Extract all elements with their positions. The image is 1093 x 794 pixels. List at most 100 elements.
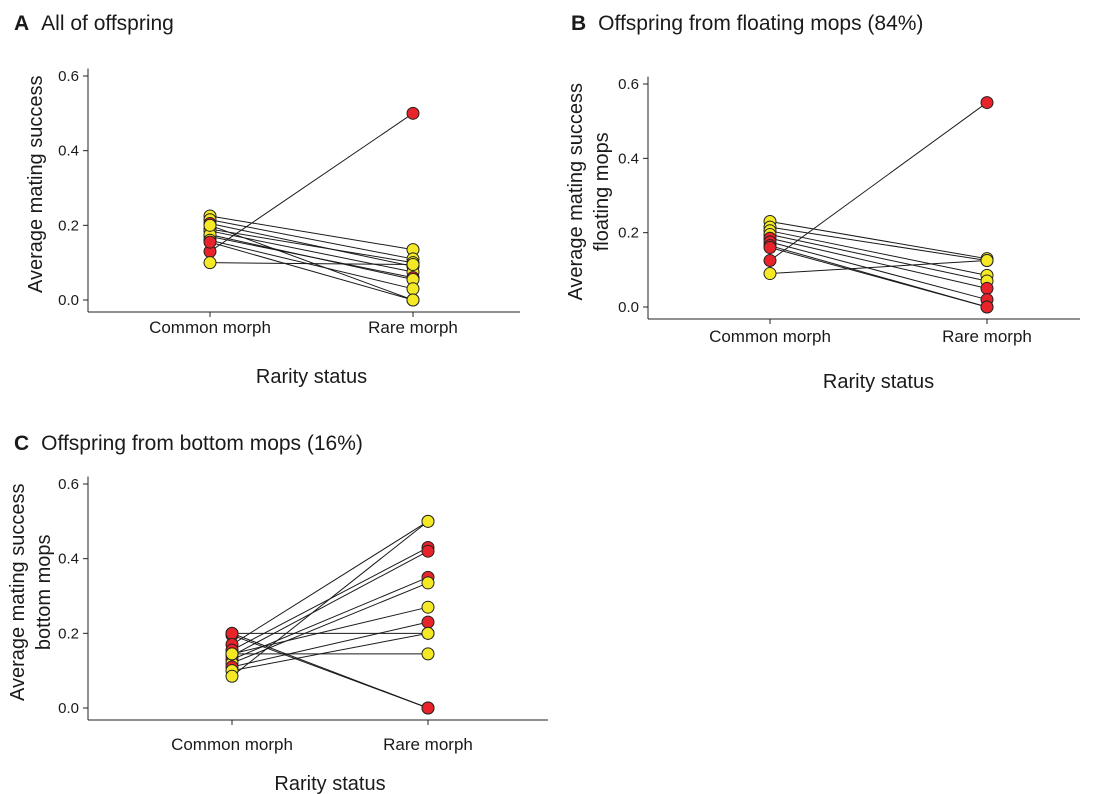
data-point [203,235,217,249]
x-tick-label: Rare morph [383,735,473,754]
data-point [421,615,435,629]
panel-c-letter: C [14,432,30,455]
y-tick-label: 0.0 [58,292,79,309]
y-tick-label: 0.0 [58,700,79,717]
data-points [763,96,994,314]
panel-b-title-text: Offspring from floating mops (84%) [598,12,924,35]
series-line [209,222,414,267]
y-axis-label: Average mating success [565,83,587,301]
y-tick-label: 0.0 [618,299,639,316]
data-point [421,576,435,590]
axes: 0.0 0.2 0.4 0.6 Common morph Rare morph [58,68,520,337]
series-line [769,102,988,261]
series-lines [231,520,429,709]
chart-c: 0.0 0.2 0.4 0.6 Common morph Rare morph Rarity… [7,476,548,794]
panel-c-title: C Offspring from bottom mops (16%) [14,432,363,456]
series-line [209,112,414,252]
series-line [769,226,988,262]
series-line [209,230,414,273]
series-line [209,241,414,301]
y-tick-label: 0.4 [58,551,79,568]
data-point [203,256,217,270]
data-point [406,293,420,307]
series-line [209,228,414,264]
axes: 0.0 0.2 0.4 0.6 Common morph Rare morph [58,476,548,754]
x-tick-label: Common morph [709,327,831,346]
y-tick-label: 0.6 [58,68,79,85]
series-line [231,621,429,668]
data-point [980,281,994,295]
data-point [763,267,777,281]
data-points [225,514,435,715]
chart-a: 0.0 0.2 0.4 0.6 Common morph Rare morph Rarity… [25,68,520,388]
y-tick-label: 0.2 [618,225,639,242]
series-line [209,262,414,266]
data-point [406,106,420,120]
series-line [769,247,988,308]
y-tick-label: 0.2 [58,625,79,642]
series-line [769,241,988,301]
y-tick-label: 0.6 [58,476,79,493]
data-point [763,254,777,268]
data-point [980,300,994,314]
series-line [209,234,414,280]
data-point [225,647,239,661]
data-point [225,626,239,640]
panel-a-title: A All of offspring [14,12,174,36]
series-line [769,237,988,289]
y-axis-label: bottom mops [33,534,55,650]
series-lines [209,112,414,301]
y-tick-label: 0.4 [618,150,639,167]
panel-a-title-text: All of offspring [41,12,174,35]
panel-c-title-text: Offspring from bottom mops (16%) [41,432,363,455]
chart-b: 0.0 0.2 0.4 0.6 Common morph Rare morph Rarity… [565,76,1080,393]
series-line [231,550,429,657]
x-tick-label: Common morph [171,735,293,754]
data-point [421,626,435,640]
series-line [231,520,429,645]
data-point [203,218,217,232]
data-point [225,669,239,683]
data-points [203,106,420,307]
series-line [769,230,988,276]
y-axis-label: Average mating success [7,484,29,702]
panel-a-letter: A [14,12,30,35]
panel-b-letter: B [571,12,587,35]
y-tick-label: 0.6 [618,76,639,93]
panel-b-title: B Offspring from floating mops (84%) [571,12,923,36]
series-line [231,606,429,655]
data-point [980,96,994,110]
data-point [421,701,435,715]
series-line [769,221,988,260]
series-line [769,234,988,282]
series-line [209,239,414,290]
data-point [763,241,777,255]
series-line [209,224,414,301]
series-line [769,260,988,275]
x-axis-label: Rarity status [256,366,367,388]
data-point [421,600,435,614]
y-tick-label: 0.2 [58,217,79,234]
data-point [406,258,420,272]
axes: 0.0 0.2 0.4 0.6 Common morph Rare morph [618,76,1080,346]
data-point [421,514,435,528]
series-line [231,634,429,709]
series-line [209,215,414,251]
series-line [231,632,429,672]
x-tick-label: Rare morph [368,318,458,337]
data-point [406,282,420,296]
x-axis-label: Rarity status [823,371,934,393]
data-point [980,254,994,268]
series-line [231,582,429,664]
data-point [421,647,435,661]
y-axis-label: floating mops [591,132,613,251]
y-tick-label: 0.4 [58,143,79,160]
series-lines [769,102,988,308]
x-tick-label: Rare morph [942,327,1032,346]
y-axis-label: Average mating success [25,76,47,294]
series-line [209,219,414,260]
data-point [421,544,435,558]
x-axis-label: Rarity status [274,773,385,794]
x-tick-label: Common morph [149,318,271,337]
series-line [231,520,429,677]
